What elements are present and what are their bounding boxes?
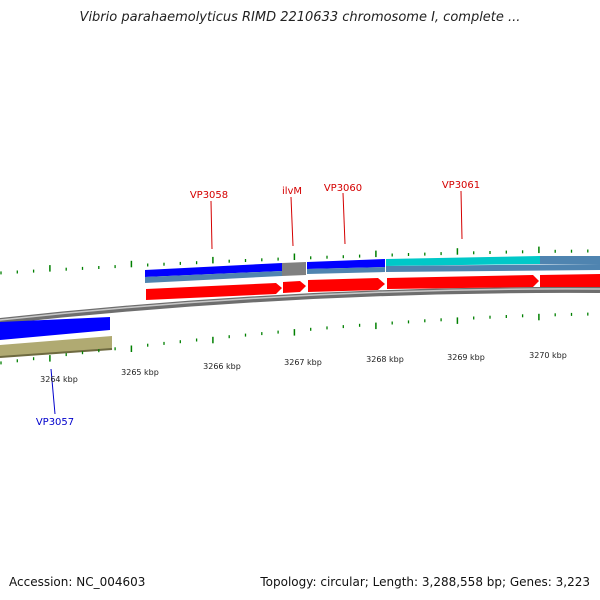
inner-tick-marks — [0, 312, 589, 365]
outer-tick-marks — [0, 246, 589, 275]
feature-lane-steelblue-2[interactable] — [307, 267, 385, 274]
cds-block-vp3060[interactable] — [307, 259, 385, 269]
gene-arrow-vp3060[interactable] — [308, 278, 385, 292]
chromosome-backbone-highlight — [0, 288, 600, 321]
gene-label-vp3057[interactable]: VP3057 — [36, 417, 74, 428]
feature-lane-steelblue-1[interactable] — [145, 271, 282, 283]
leader-vp3061 — [460, 190, 463, 240]
gene-arrow-ilvm[interactable] — [283, 281, 306, 293]
gene-label-vp3061[interactable]: VP3061 — [442, 180, 480, 191]
scale-label-3265: 3265 kbp — [121, 368, 159, 377]
scale-label-3270: 3270 kbp — [529, 351, 567, 360]
gene-arrow-vp3061[interactable] — [387, 275, 539, 289]
accession-text: Accession: NC_004603 — [9, 575, 146, 589]
feature-lane-steelblue-3[interactable] — [386, 264, 600, 272]
leader-vp3058 — [210, 200, 213, 250]
scale-label-3266: 3266 kbp — [203, 362, 241, 371]
gene-arrow-next[interactable] — [540, 274, 600, 287]
scale-label-3267: 3267 kbp — [284, 358, 322, 367]
gene-arrow-vp3058[interactable] — [146, 283, 282, 300]
map-title: Vibrio parahaemolyticus RIMD 2210633 chr… — [79, 10, 521, 25]
chromosome-backbone — [0, 286, 600, 324]
cds-block-next[interactable] — [540, 256, 600, 264]
gene-label-vp3060[interactable]: VP3060 — [324, 183, 362, 194]
gene-label-vp3058[interactable]: VP3058 — [190, 190, 228, 201]
cds-block-ilvm[interactable] — [282, 262, 306, 276]
cds-block-vp3061[interactable] — [386, 256, 540, 266]
scale-label-3264: 3264 kbp — [40, 375, 78, 384]
cds-block-vp3057[interactable] — [0, 317, 110, 340]
scale-label-3268: 3268 kbp — [366, 355, 404, 364]
cds-block-vp3058[interactable] — [145, 263, 282, 277]
feature-block-olive[interactable] — [0, 336, 112, 357]
olive-block-shadow — [0, 348, 113, 358]
leader-ilvm — [290, 196, 294, 247]
leader-vp3057 — [50, 368, 56, 415]
leader-vp3060 — [342, 192, 346, 245]
gene-label-ilvm[interactable]: ilvM — [282, 186, 302, 197]
scale-label-3269: 3269 kbp — [447, 353, 485, 362]
topology-text: Topology: circular; Length: 3,288,558 bp… — [260, 575, 590, 589]
